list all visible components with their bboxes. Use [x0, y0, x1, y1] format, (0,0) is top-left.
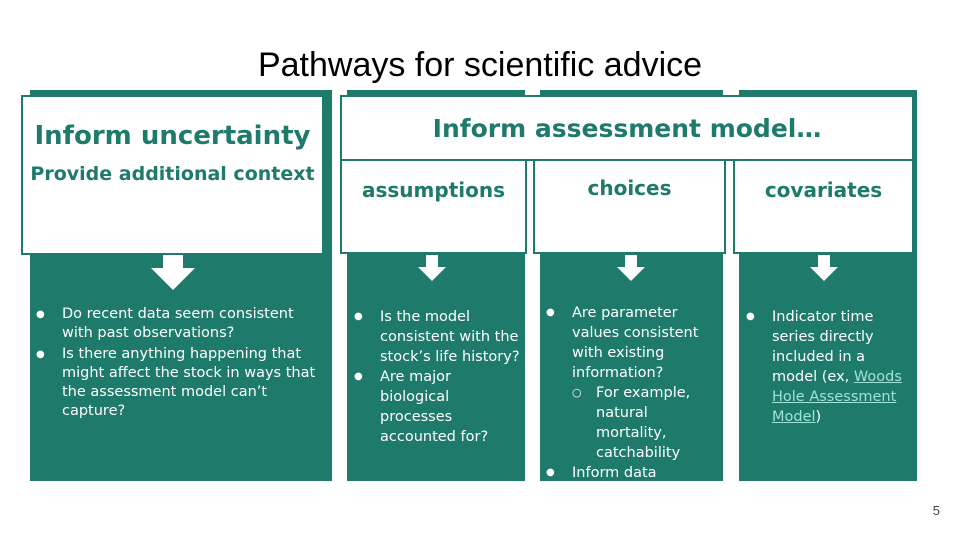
covariates-text: Indicator time series directly included …	[772, 309, 874, 385]
slide-title: Pathways for scientific advice	[257, 46, 703, 84]
covariates-text-end: )	[815, 409, 822, 425]
choices-heading: choices	[587, 176, 672, 200]
assumptions-bullets: Is the model consistent with the stock’s…	[352, 307, 522, 447]
list-item: Indicator time series directly included …	[744, 307, 914, 427]
uncertainty-heading: Inform uncertainty	[34, 121, 311, 151]
covariates-bullets: Indicator time series directly included …	[744, 307, 914, 427]
assessment-model-header: Inform assessment model…	[340, 95, 914, 161]
list-item: Are parameter values consistent with exi…	[544, 303, 720, 383]
woods-hole-assessment-model-link[interactable]: Woods Hole Assessment Model	[772, 369, 902, 425]
down-arrow-icon	[617, 255, 645, 281]
assumptions-heading: assumptions	[362, 178, 505, 202]
choices-bullets: Are parameter values consistent with exi…	[544, 303, 720, 503]
list-item: For example, natural mortality, catchabi…	[544, 383, 720, 463]
down-arrow-icon	[810, 255, 838, 281]
assessment-model-heading: Inform assessment model…	[432, 114, 822, 143]
list-item: Inform data conditioning	[544, 463, 720, 503]
assumptions-box: assumptions	[340, 158, 527, 254]
list-item: Is the model consistent with the stock’s…	[352, 307, 522, 367]
covariates-heading: covariates	[764, 178, 883, 202]
list-item: Are major biological processes accounted…	[352, 367, 522, 447]
down-arrow-icon	[418, 255, 446, 281]
uncertainty-box: Inform uncertainty Provide additional co…	[21, 95, 324, 255]
list-item: Do recent data seem consistent with past…	[34, 305, 324, 343]
choices-box: choices	[533, 158, 726, 254]
page-number: 5	[932, 503, 940, 518]
covariates-box: covariates	[733, 158, 914, 254]
list-item: Is there anything happening that might a…	[34, 345, 324, 421]
down-arrow-icon	[151, 255, 195, 290]
uncertainty-subheading: Provide additional context	[30, 163, 315, 185]
uncertainty-bullets: Do recent data seem consistent with past…	[34, 305, 324, 421]
